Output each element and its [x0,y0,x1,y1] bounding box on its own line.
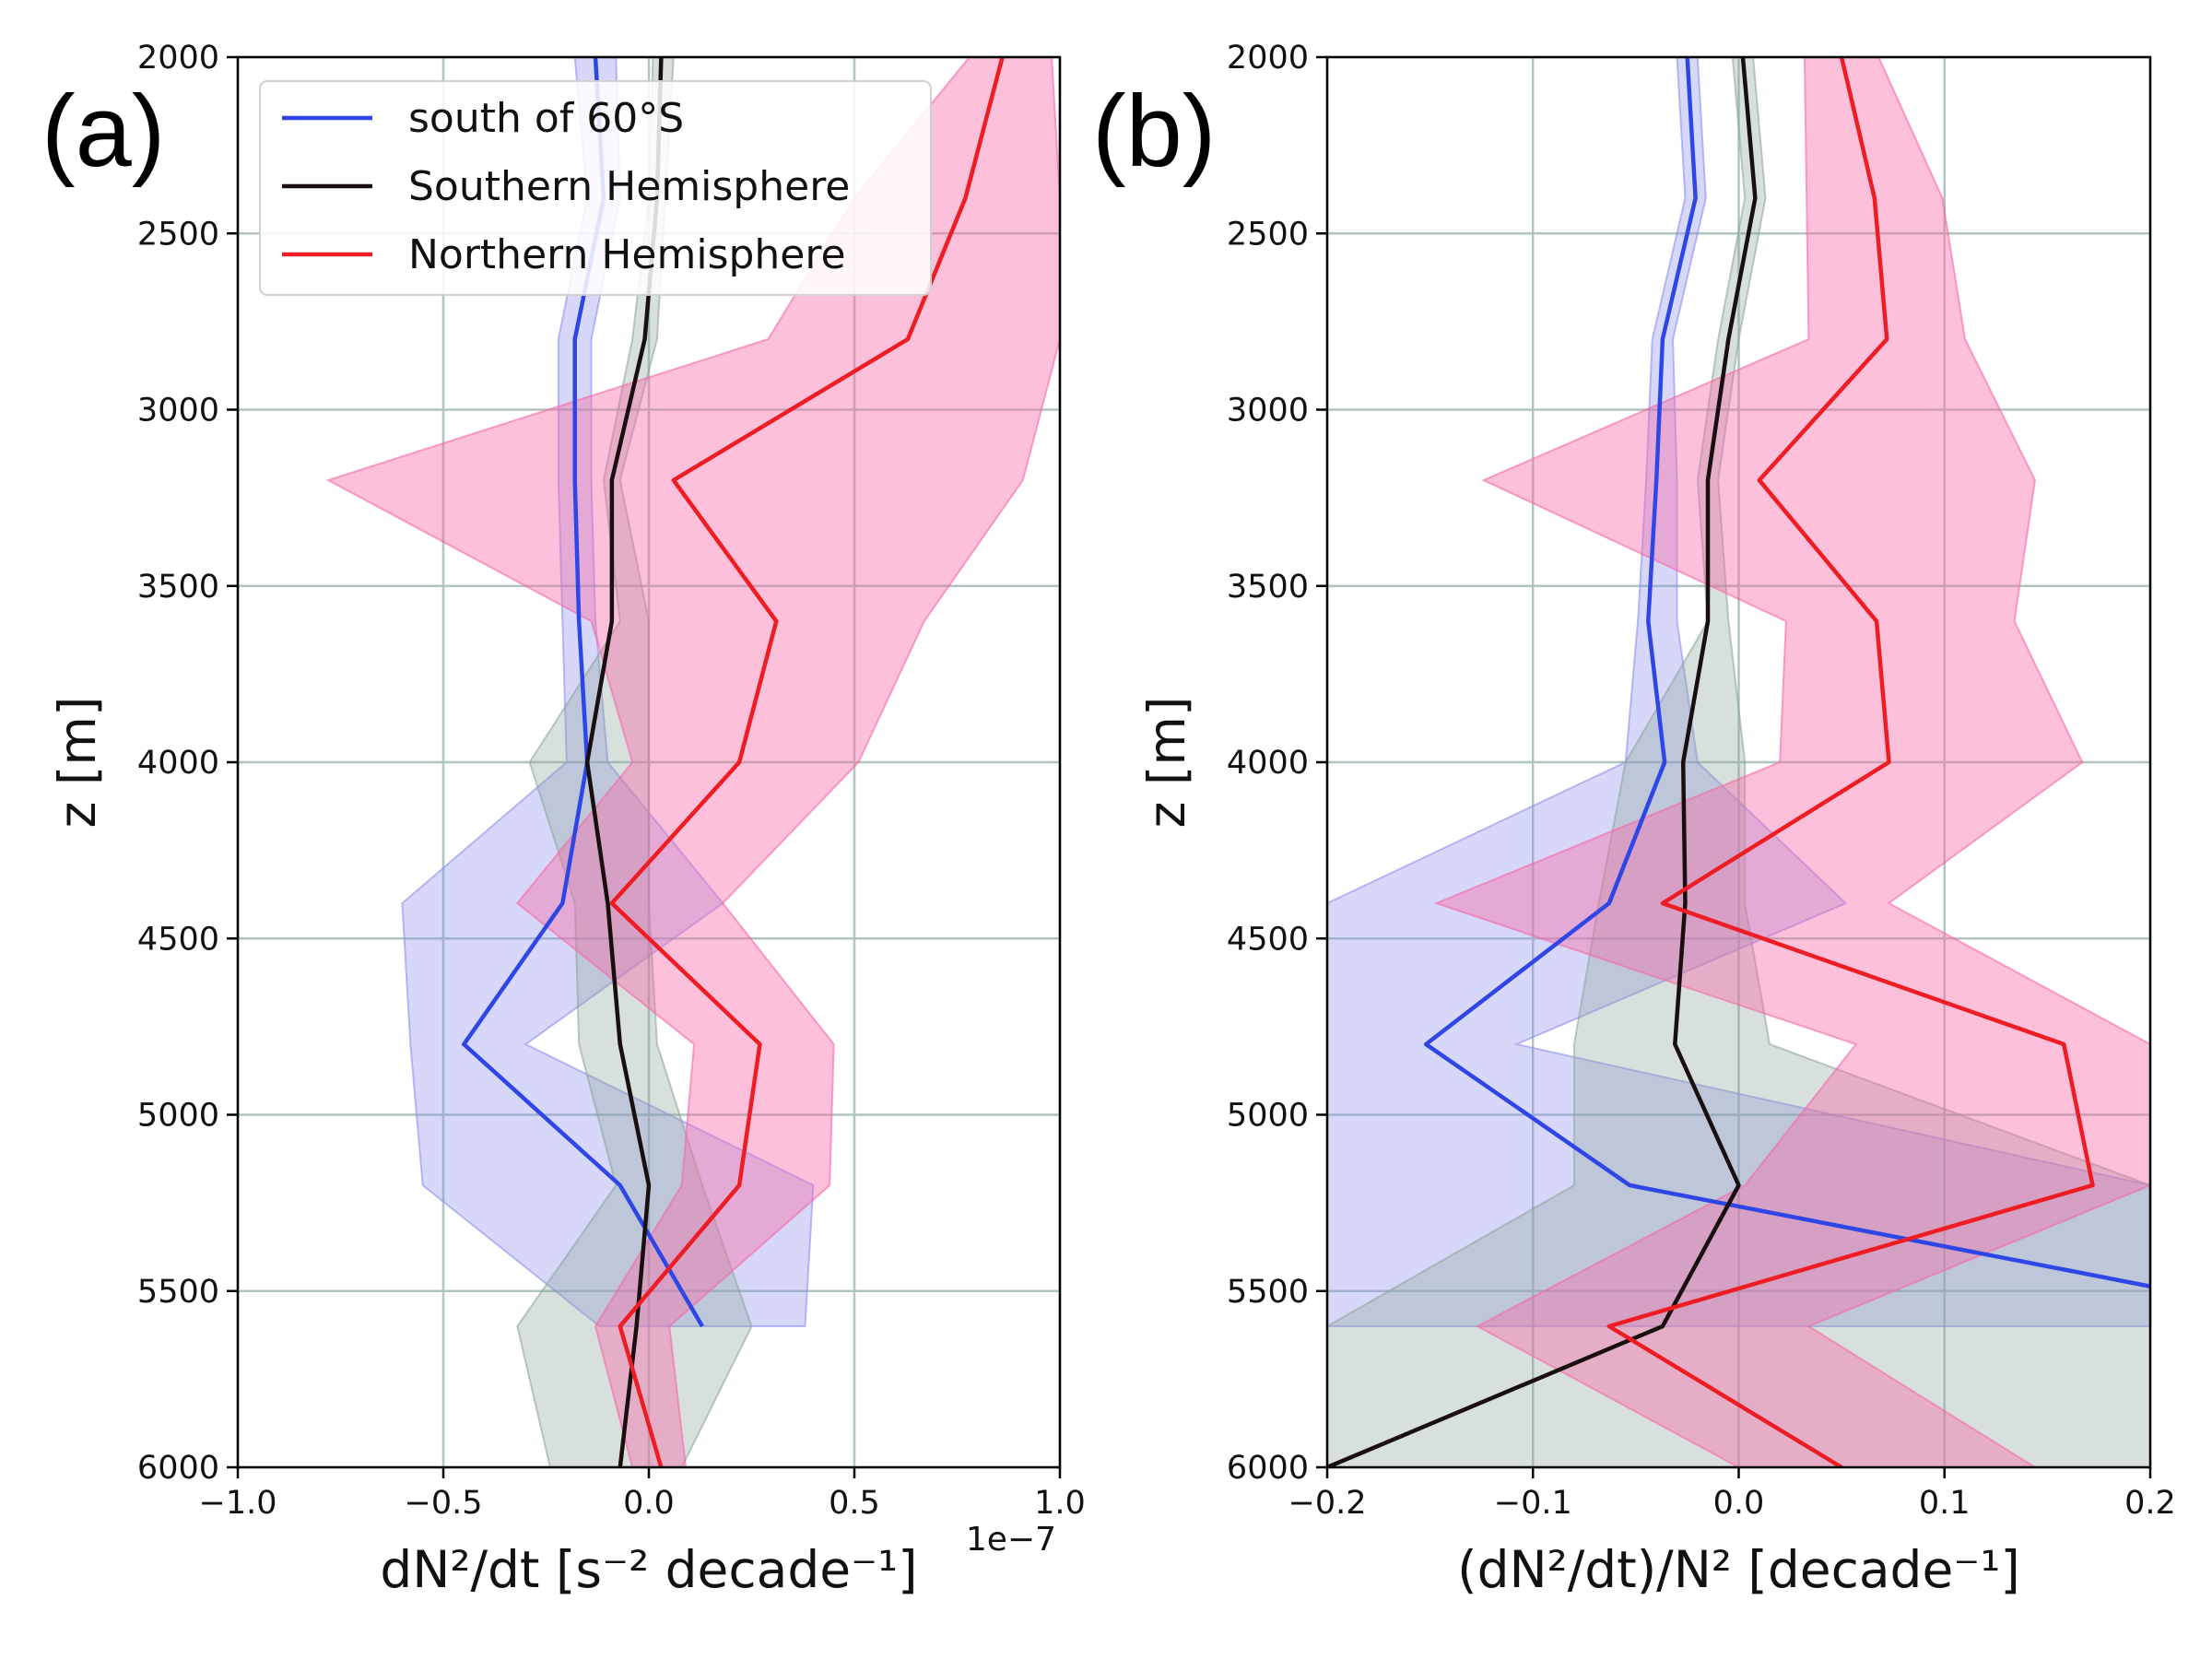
x-axis-label: (dN²/dt)/N² [decade⁻¹] [1457,1540,2020,1599]
band-blue [401,57,815,1327]
y-tick-label: 6000 [1227,1450,1309,1487]
y-tick-label: 4500 [137,921,219,958]
y-tick-label: 3000 [1227,393,1309,429]
y-tick-label: 4000 [1227,745,1309,782]
x-tick-label: 0.1 [1919,1485,1971,1522]
band-blue [1327,57,2150,1327]
x-tick-label: −1.0 [199,1485,277,1522]
y-tick-label: 4500 [1227,921,1309,958]
y-tick-label: 4000 [137,745,219,782]
x-tick-label: −0.2 [1288,1485,1367,1522]
y-tick-label: 5500 [137,1274,219,1311]
y-tick-label: 3000 [137,393,219,429]
panel-label: (b) [1092,75,1216,188]
band-black [516,57,753,1467]
band-red [1433,57,2150,1467]
legend-box [259,80,932,296]
y-tick-label: 5000 [137,1098,219,1135]
legend-entry: Northern Hemisphere [408,231,846,278]
y-tick-label: 2500 [137,216,219,253]
series-line-blue [1423,57,2150,1288]
x-tick-label: −0.1 [1494,1485,1572,1522]
y-tick-label: 6000 [137,1450,219,1487]
band-red [325,57,1060,1467]
legend: south of 60°S Southern Hemisphere Northern… [259,80,932,296]
y-tick-label: 5500 [1227,1274,1309,1311]
y-tick-label: 2500 [1227,216,1309,253]
y-tick-label: 3500 [1227,569,1309,606]
legend-entry: Southern Hemisphere [408,163,850,210]
y-axis-label: z [m] [1137,697,1196,829]
y-tick-label: 5000 [1227,1098,1309,1135]
x-tick-label: 0.2 [2124,1485,2176,1522]
plot-area [1327,57,2150,1467]
x-tick-label: −0.5 [405,1485,483,1522]
panel-label: (a) [41,75,165,188]
x-tick-label: 0.0 [1713,1485,1765,1522]
y-axis-label: z [m] [48,697,107,829]
x-offset-text: 1e−7 [966,1521,1056,1559]
panel-b: −0.2 −0.1 0.0 0.1 0.2 2000 2500 3000 3500 4000 450… [1092,40,2176,1599]
x-axis-label: dN²/dt [s⁻² decade⁻¹] [380,1540,917,1599]
legend-entry: south of 60°S [408,95,684,142]
y-tick-label: 2000 [1227,40,1309,76]
x-tick-label: 0.0 [623,1485,675,1522]
y-tick-label: 2000 [137,40,219,76]
x-tick-label: 0.5 [829,1485,880,1522]
y-tick-label: 3500 [137,569,219,606]
band-black [1327,57,2150,1467]
x-tick-label: 1.0 [1034,1485,1086,1522]
plot-area [325,57,1060,1467]
